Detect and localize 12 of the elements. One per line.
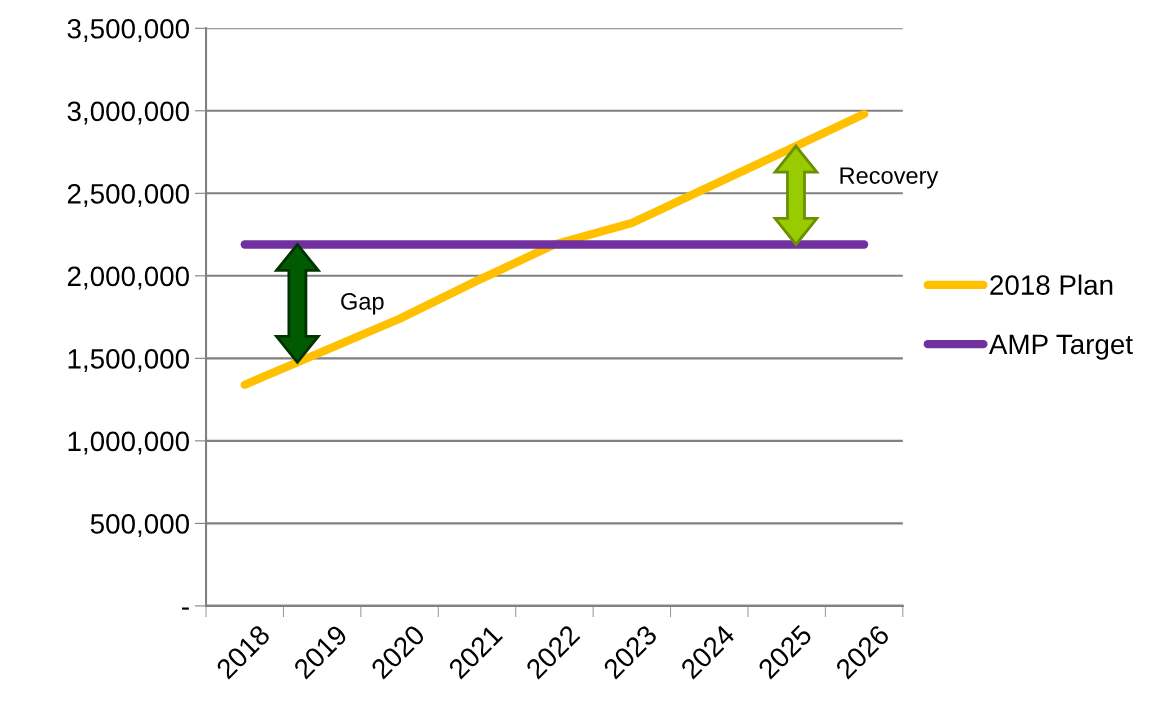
y-tick-label: 500,000	[90, 514, 189, 537]
y-tick-label: 1,500,000	[68, 349, 189, 372]
y-tick-label: 1,000,000	[68, 431, 189, 455]
annotation: Recovery	[840, 167, 939, 189]
y-tick-label: 3,500,000	[67, 18, 189, 42]
legend-label: AMP Target	[988, 334, 1133, 360]
y-tick-label: -	[182, 607, 189, 610]
legend-label: 2018 Plan	[990, 274, 1113, 295]
y-tick-label: 2,000,000	[67, 266, 189, 290]
y-tick-label: 3,000,000	[67, 101, 189, 125]
annotation: Gap	[341, 293, 384, 315]
y-tick-label: 2,500,000	[67, 183, 189, 207]
